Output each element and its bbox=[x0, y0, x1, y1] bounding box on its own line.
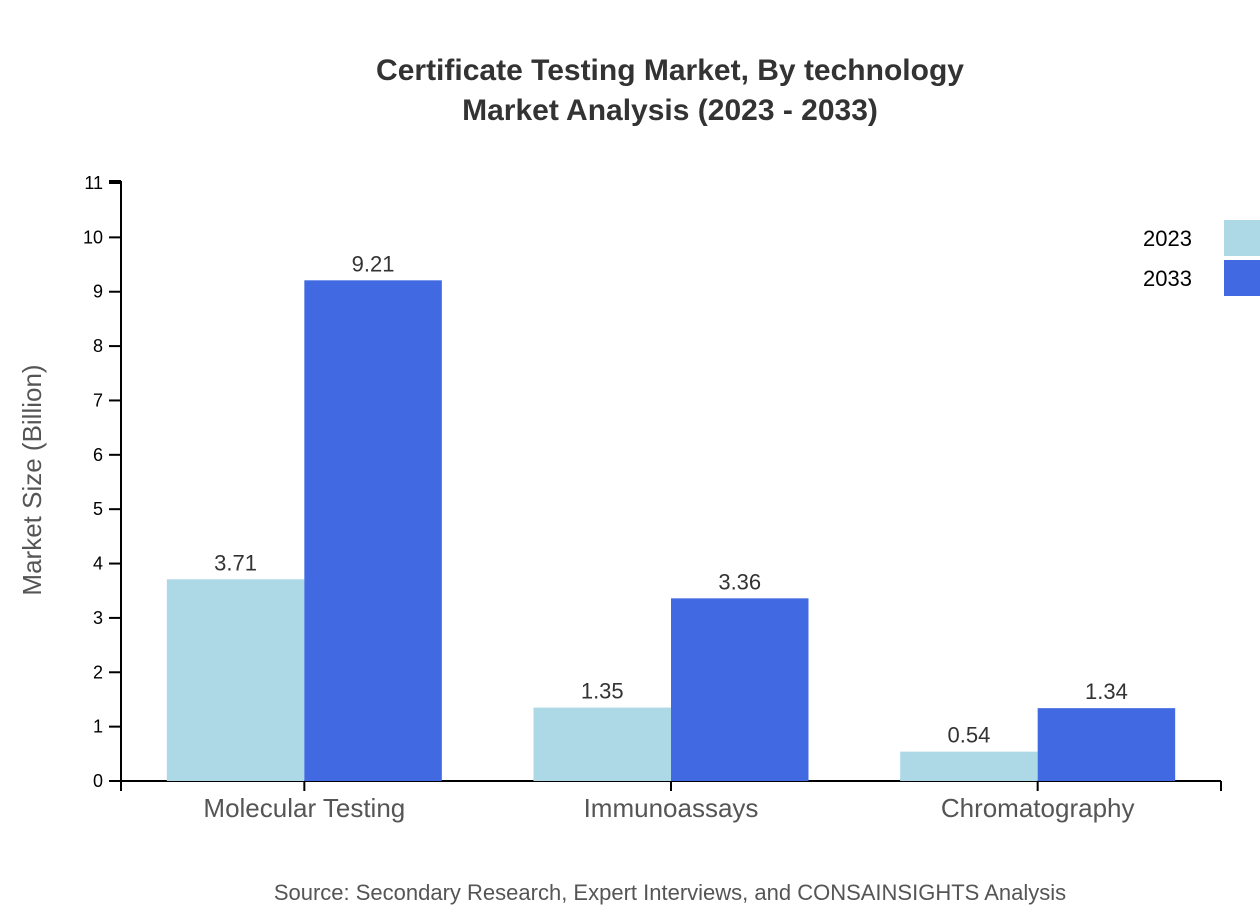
y-tick-label: 0 bbox=[93, 771, 103, 791]
y-tick-label: 3 bbox=[93, 608, 103, 628]
y-tick-label: 11 bbox=[84, 173, 103, 193]
y-tick-label: 4 bbox=[93, 554, 103, 574]
data-label: 9.21 bbox=[352, 251, 395, 276]
bar-2023 bbox=[900, 751, 1038, 781]
y-tick-label: 5 bbox=[93, 499, 103, 519]
y-axis-label: Market Size (Billion) bbox=[17, 364, 47, 595]
y-tick-label: 7 bbox=[93, 390, 103, 410]
bar-2023 bbox=[533, 707, 671, 781]
y-tick-label: 6 bbox=[93, 445, 103, 465]
y-tick-label: 9 bbox=[93, 282, 103, 302]
x-tick-label: Immunoassays bbox=[584, 793, 759, 823]
y-tick-label: 2 bbox=[93, 662, 103, 682]
data-label: 3.36 bbox=[718, 569, 761, 594]
bar-2033 bbox=[304, 280, 442, 781]
legend-label: 2033 bbox=[1143, 266, 1192, 291]
legend-swatch-2033 bbox=[1224, 260, 1260, 296]
data-label: 0.54 bbox=[948, 723, 991, 748]
bar-2033 bbox=[671, 598, 809, 781]
data-label: 1.35 bbox=[581, 679, 624, 704]
data-label: 1.34 bbox=[1085, 679, 1128, 704]
legend-swatch-2023 bbox=[1224, 220, 1260, 256]
chart-title: Certificate Testing Market, By technolog… bbox=[376, 54, 964, 87]
data-label: 3.71 bbox=[214, 550, 257, 575]
y-tick-label: 8 bbox=[93, 336, 103, 356]
bar-2023 bbox=[166, 579, 305, 781]
legend-label: 2023 bbox=[1143, 226, 1192, 251]
chart-subtitle: Market Analysis (2023 - 2033) bbox=[462, 94, 878, 127]
x-tick-label: Molecular Testing bbox=[203, 793, 405, 823]
y-tick-label: 10 bbox=[83, 227, 103, 247]
x-tick-label: Chromatography bbox=[941, 793, 1135, 823]
y-tick-label: 1 bbox=[93, 717, 103, 737]
source-note: Source: Secondary Research, Expert Inter… bbox=[274, 880, 1066, 905]
bar-2033 bbox=[1037, 708, 1176, 781]
